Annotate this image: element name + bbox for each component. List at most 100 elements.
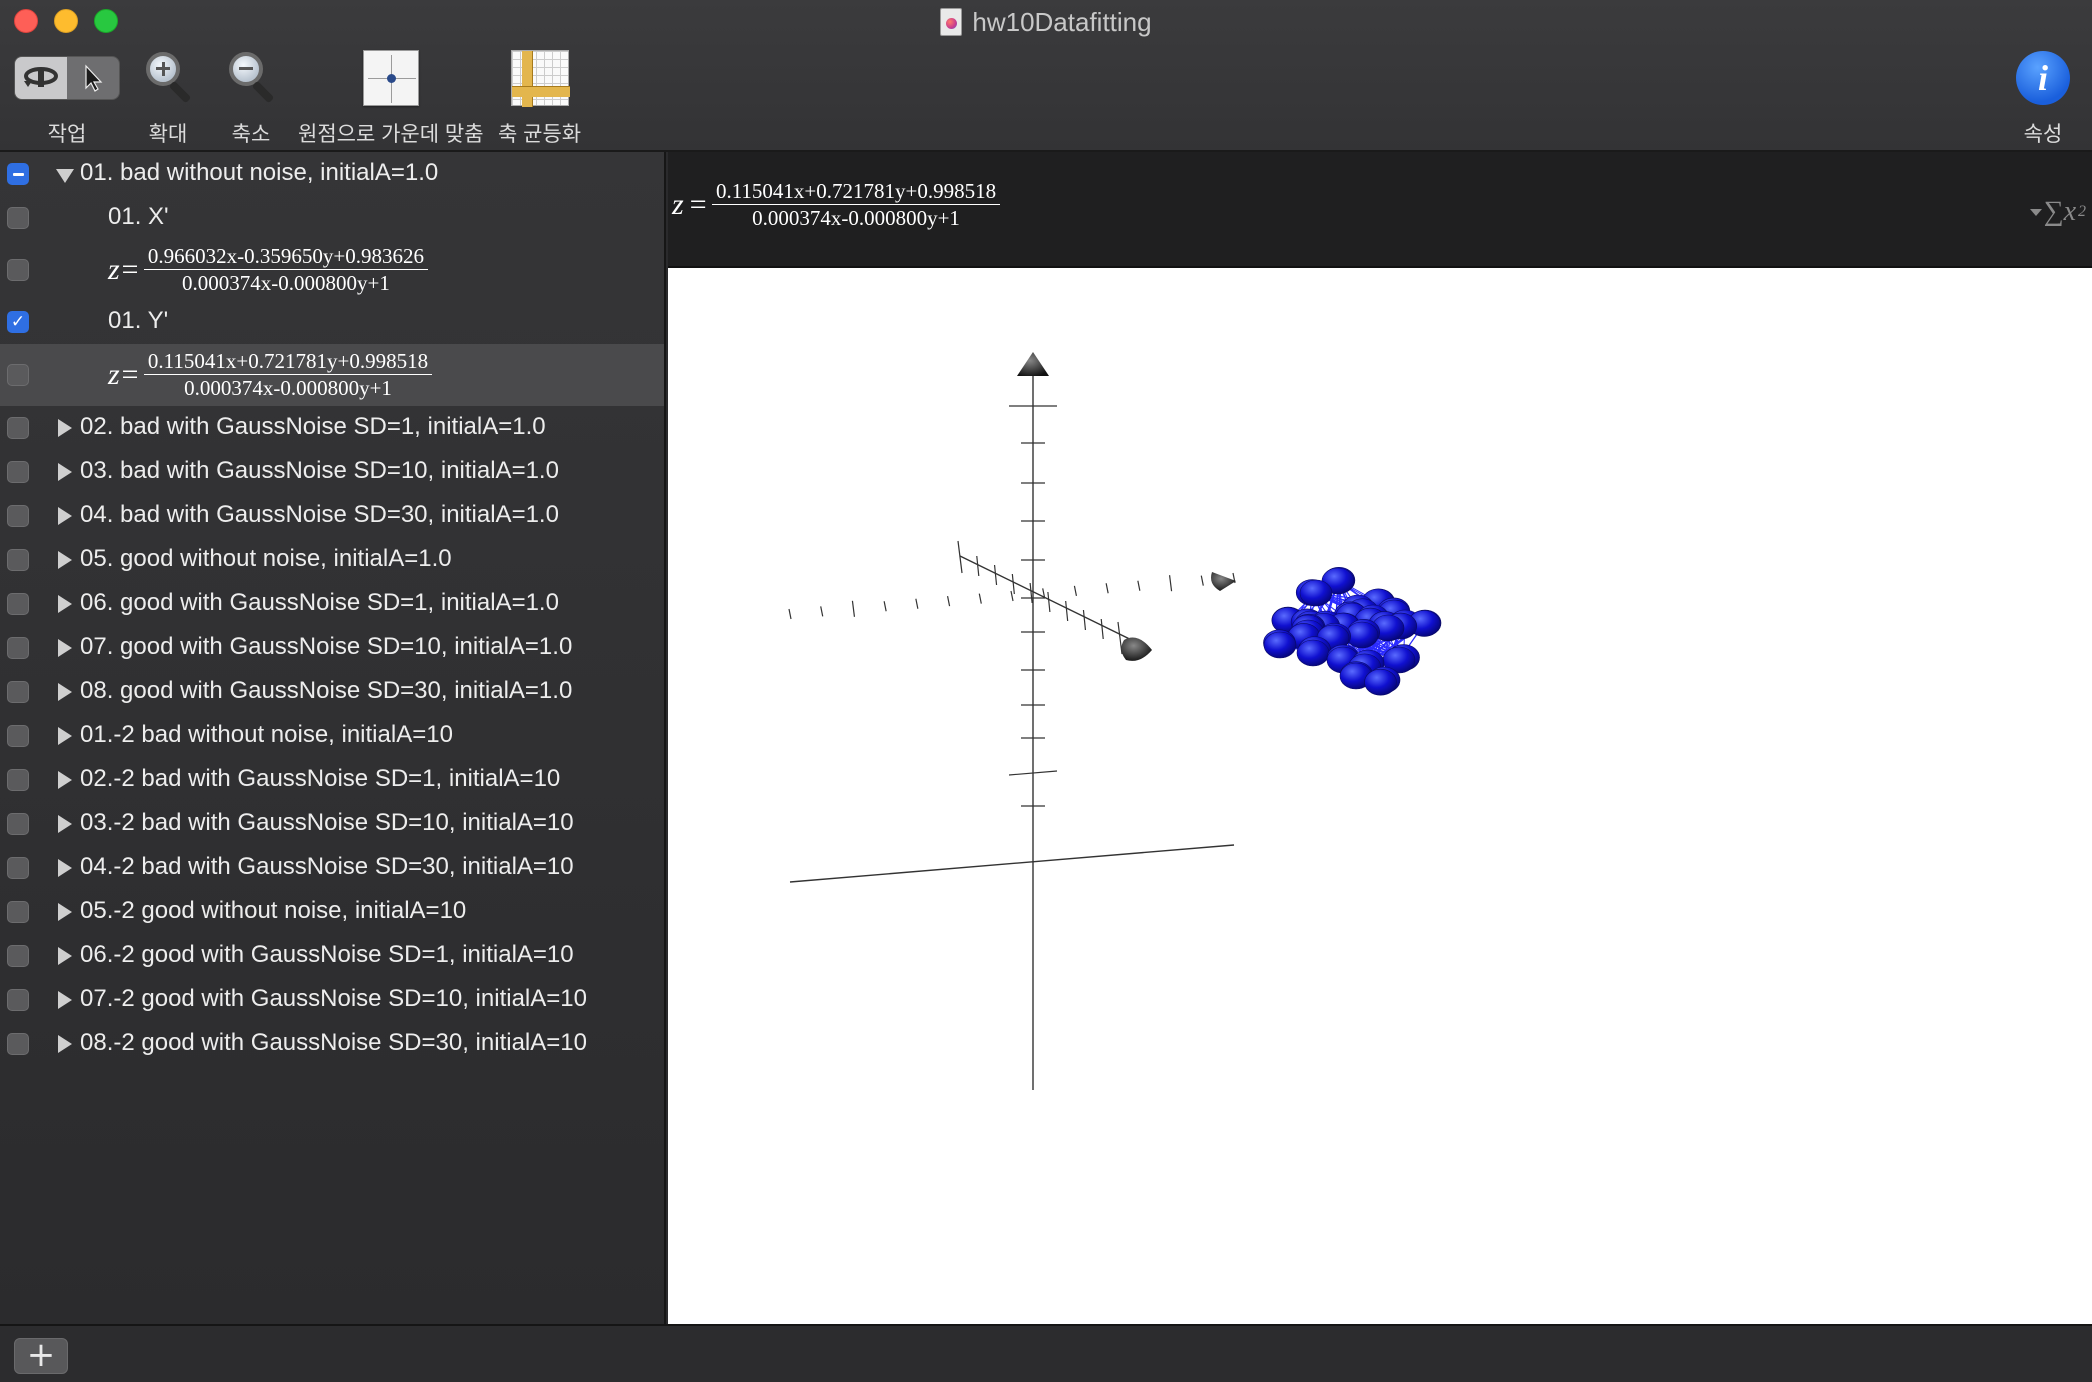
group-label: 06.-2 good with GaussNoise SD=1, initial…: [80, 941, 574, 968]
3d-plot-canvas[interactable]: [668, 268, 2092, 1324]
sidebar-group-item[interactable]: 08. good with GaussNoise SD=30, initialA…: [0, 670, 664, 714]
disclosure-closed-icon[interactable]: [58, 991, 72, 1009]
tick: [957, 540, 963, 574]
rotate-icon[interactable]: [15, 57, 67, 99]
sidebar-item-y[interactable]: ✓ 01. Y': [0, 300, 664, 344]
zoom-in-button[interactable]: 확대: [144, 48, 192, 148]
disclosure-closed-icon[interactable]: [58, 463, 72, 481]
sidebar-item-x[interactable]: 01. X': [0, 196, 664, 240]
disclosure-closed-icon[interactable]: [58, 859, 72, 877]
formula-numerator: 0.115041x+0.721781y+0.998518: [711, 178, 1001, 205]
sidebar-group-item[interactable]: 06.-2 good with GaussNoise SD=1, initial…: [0, 934, 664, 978]
disclosure-closed-icon[interactable]: [58, 595, 72, 613]
properties-button[interactable]: i 속성: [2016, 48, 2070, 148]
action-segmented-control[interactable]: [14, 56, 120, 100]
disclosure-closed-icon[interactable]: [58, 419, 72, 437]
active-formula: z = 0.115041x+0.721781y+0.998518 0.000374…: [672, 178, 1001, 231]
sidebar-group-item[interactable]: 07.-2 good with GaussNoise SD=10, initia…: [0, 978, 664, 1022]
action-tool[interactable]: 작업: [14, 48, 120, 148]
sidebar-group-item[interactable]: 02. bad with GaussNoise SD=1, initialA=1…: [0, 406, 664, 450]
group-label: 08. good with GaussNoise SD=30, initialA…: [80, 677, 573, 704]
group-checkbox[interactable]: [7, 461, 29, 483]
group-checkbox[interactable]: [7, 417, 29, 439]
minimize-window-button[interactable]: [54, 9, 78, 33]
window-title: hw10Datafitting: [0, 4, 2092, 40]
disclosure-closed-icon[interactable]: [58, 683, 72, 701]
group-label: 04.-2 bad with GaussNoise SD=30, initial…: [80, 853, 574, 880]
group-checkbox[interactable]: [7, 1033, 29, 1055]
group-checkbox[interactable]: [7, 813, 29, 835]
sidebar-group-item[interactable]: 08.-2 good with GaussNoise SD=30, initia…: [0, 1022, 664, 1066]
3d-plot-view[interactable]: [668, 268, 2092, 1324]
sidebar-group-item[interactable]: 05. good without noise, initialA=1.0: [0, 538, 664, 582]
disclosure-closed-icon[interactable]: [58, 815, 72, 833]
sidebar-group-item[interactable]: 04.-2 bad with GaussNoise SD=30, initial…: [0, 846, 664, 890]
group-checkbox[interactable]: [7, 901, 29, 923]
sidebar-group-item[interactable]: 03. bad with GaussNoise SD=10, initialA=…: [0, 450, 664, 494]
formula-numerator: 0.966032x-0.359650y+0.983626: [143, 243, 429, 270]
disclosure-closed-icon[interactable]: [58, 771, 72, 789]
group-checkbox[interactable]: [7, 857, 29, 879]
disclosure-closed-icon[interactable]: [58, 1035, 72, 1053]
data-points: [1263, 566, 1442, 696]
data-point: [1296, 639, 1330, 667]
add-button[interactable]: +: [14, 1338, 68, 1374]
group-label: 01.-2 bad without noise, initialA=10: [80, 721, 453, 748]
zoom-out-button[interactable]: 축소: [227, 48, 275, 148]
group-checkbox[interactable]: [7, 505, 29, 527]
disclosure-closed-icon[interactable]: [58, 903, 72, 921]
group-label: 04. bad with GaussNoise SD=30, initialA=…: [80, 501, 559, 528]
disclosure-closed-icon[interactable]: [58, 947, 72, 965]
group-checkbox[interactable]: [7, 593, 29, 615]
tick: [993, 564, 998, 586]
sidebar-group-item[interactable]: 04. bad with GaussNoise SD=30, initialA=…: [0, 494, 664, 538]
sidebar-group-item[interactable]: 01.-2 bad without noise, initialA=10: [0, 714, 664, 758]
group-checkbox[interactable]: [7, 681, 29, 703]
group-checkbox[interactable]: [7, 769, 29, 791]
sidebar-item-x-formula[interactable]: z= 0.966032x-0.359650y+0.983626 0.000374…: [0, 240, 664, 300]
equalize-axes-button[interactable]: 축 균등화: [498, 48, 581, 148]
zoom-in-label: 확대: [148, 123, 188, 146]
group-label: 08.-2 good with GaussNoise SD=30, initia…: [80, 1029, 587, 1056]
center-origin-label: 원점으로 가운데 맞춤: [298, 123, 484, 146]
center-origin-button[interactable]: 원점으로 가운데 맞춤: [298, 48, 484, 148]
sum-squares-menu[interactable]: ∑x 2: [2029, 196, 2086, 228]
tick: [1168, 575, 1173, 592]
group-checkbox[interactable]: [7, 637, 29, 659]
group-checkbox[interactable]: [7, 989, 29, 1011]
disclosure-open-icon[interactable]: [56, 169, 74, 183]
group-checkbox[interactable]: [7, 163, 29, 185]
item-checkbox[interactable]: [7, 364, 29, 386]
sidebar-group-item[interactable]: 06. good with GaussNoise SD=1, initialA=…: [0, 582, 664, 626]
sidebar-group-item[interactable]: 05.-2 good without noise, initialA=10: [0, 890, 664, 934]
group-label: 05. good without noise, initialA=1.0: [80, 545, 452, 572]
item-checkbox[interactable]: [7, 259, 29, 281]
tick: [1117, 621, 1123, 655]
item-label: 01. X': [108, 203, 169, 230]
close-window-button[interactable]: [14, 9, 38, 33]
window-title-text: hw10Datafitting: [972, 6, 1152, 37]
sidebar-group-item[interactable]: 02.-2 bad with GaussNoise SD=1, initialA…: [0, 758, 664, 802]
tick: [978, 593, 982, 604]
formula-bar[interactable]: z = 0.115041x+0.721781y+0.998518 0.000374…: [668, 152, 2092, 268]
sidebar-group-item[interactable]: 03.-2 bad with GaussNoise SD=10, initial…: [0, 802, 664, 846]
formula: z= 0.966032x-0.359650y+0.983626 0.000374…: [108, 243, 429, 296]
group-checkbox[interactable]: [7, 725, 29, 747]
z-axis-arrow: [1017, 352, 1049, 376]
sidebar-group-01[interactable]: 01. bad without noise, initialA=1.0: [0, 152, 664, 196]
item-checkbox[interactable]: ✓: [7, 311, 29, 333]
maximize-window-button[interactable]: [94, 9, 118, 33]
item-checkbox[interactable]: [7, 207, 29, 229]
formula-denominator: 0.000374x-0.000800y+1: [182, 271, 390, 295]
disclosure-closed-icon[interactable]: [58, 507, 72, 525]
group-checkbox[interactable]: [7, 549, 29, 571]
disclosure-closed-icon[interactable]: [58, 727, 72, 745]
tick: [1073, 585, 1078, 596]
tick: [976, 555, 980, 577]
disclosure-closed-icon[interactable]: [58, 639, 72, 657]
sidebar-group-item[interactable]: 07. good with GaussNoise SD=10, initialA…: [0, 626, 664, 670]
pointer-icon[interactable]: [67, 57, 119, 99]
disclosure-closed-icon[interactable]: [58, 551, 72, 569]
group-checkbox[interactable]: [7, 945, 29, 967]
sidebar-item-y-formula[interactable]: z= 0.115041x+0.721781y+0.998518 0.000374…: [0, 344, 664, 406]
